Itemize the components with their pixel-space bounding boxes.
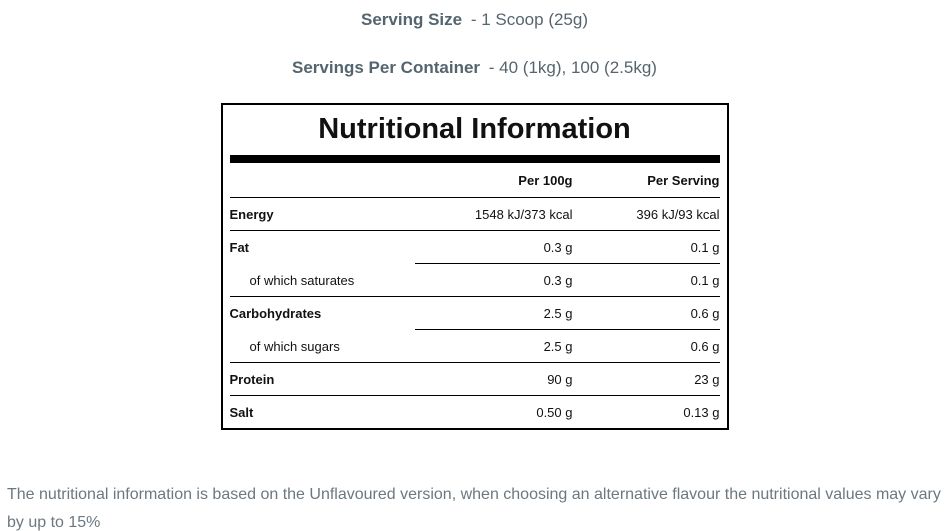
- row-separator: [414, 329, 720, 330]
- table-row: of which sugars 2.5 g 0.6 g: [230, 330, 720, 362]
- serving-size-line: Serving Size - 1 Scoop (25g): [0, 0, 949, 30]
- row-value-per-100g: 0.3 g: [543, 272, 573, 288]
- servings-per-container-line: Servings Per Container - 40 (1kg), 100 (…: [0, 58, 949, 78]
- row-value-per-100g: 90 g: [547, 371, 573, 387]
- row-value-per-serving: 396 kJ/93 kcal: [636, 206, 720, 222]
- row-value-per-serving: 23 g: [694, 371, 720, 387]
- row-separator: [229, 362, 720, 363]
- servings-per-container-label: Servings Per Container: [292, 58, 481, 77]
- row-value-per-serving: 0.1 g: [690, 272, 720, 288]
- row-separator: [229, 296, 720, 297]
- row-label: Fat: [229, 239, 250, 255]
- row-value-per-serving: 0.13 g: [683, 404, 720, 420]
- table-row: Energy 1548 kJ/373 kcal 396 kJ/93 kcal: [230, 198, 720, 230]
- row-label: Salt: [229, 404, 254, 420]
- table-row: Protein 90 g 23 g: [230, 363, 720, 395]
- row-value-per-serving: 0.6 g: [690, 305, 720, 321]
- row-label: of which saturates: [249, 272, 355, 288]
- table-header-row: Per 100g Per Serving: [230, 163, 720, 197]
- row-value-per-100g: 2.5 g: [543, 305, 573, 321]
- serving-size-label: Serving Size: [360, 10, 463, 29]
- row-label: Protein: [229, 371, 275, 387]
- row-label: of which sugars: [249, 338, 340, 354]
- table-row: of which saturates 0.3 g 0.1 g: [230, 264, 720, 296]
- nutrition-table: Nutritional Information Per 100g Per Ser…: [220, 103, 729, 430]
- row-separator: [414, 263, 720, 264]
- row-value-per-serving: 0.1 g: [690, 239, 720, 255]
- row-separator: [229, 395, 720, 396]
- footnote-text: The nutritional information is based on …: [7, 486, 941, 531]
- row-label: Carbohydrates: [229, 305, 322, 321]
- header-separator: [229, 197, 720, 198]
- table-row: Fat 0.3 g 0.1 g: [230, 231, 720, 263]
- row-label: Energy: [229, 206, 274, 222]
- row-value-per-100g: 0.3 g: [543, 239, 573, 255]
- table-row: Salt 0.50 g 0.13 g: [230, 396, 720, 428]
- row-value-per-100g: 2.5 g: [543, 338, 573, 354]
- header-per-serving: Per Serving: [647, 172, 720, 188]
- nutrition-table-title: Nutritional Information: [318, 113, 631, 145]
- nutrition-table-rows: Energy 1548 kJ/373 kcal 396 kJ/93 kcal Fat 0…: [229, 198, 720, 428]
- row-value-per-100g: 0.50 g: [536, 404, 573, 420]
- row-value-per-100g: 1548 kJ/373 kcal: [474, 206, 573, 222]
- header-per-100g: Per 100g: [518, 172, 573, 188]
- table-thick-bar: [229, 155, 720, 163]
- row-value-per-serving: 0.6 g: [690, 338, 720, 354]
- serving-size-value: - 1 Scoop (25g): [470, 10, 589, 29]
- table-row: Carbohydrates 2.5 g 0.6 g: [230, 297, 720, 329]
- servings-per-container-value: - 40 (1kg), 100 (2.5kg): [488, 58, 657, 77]
- row-separator: [229, 230, 720, 231]
